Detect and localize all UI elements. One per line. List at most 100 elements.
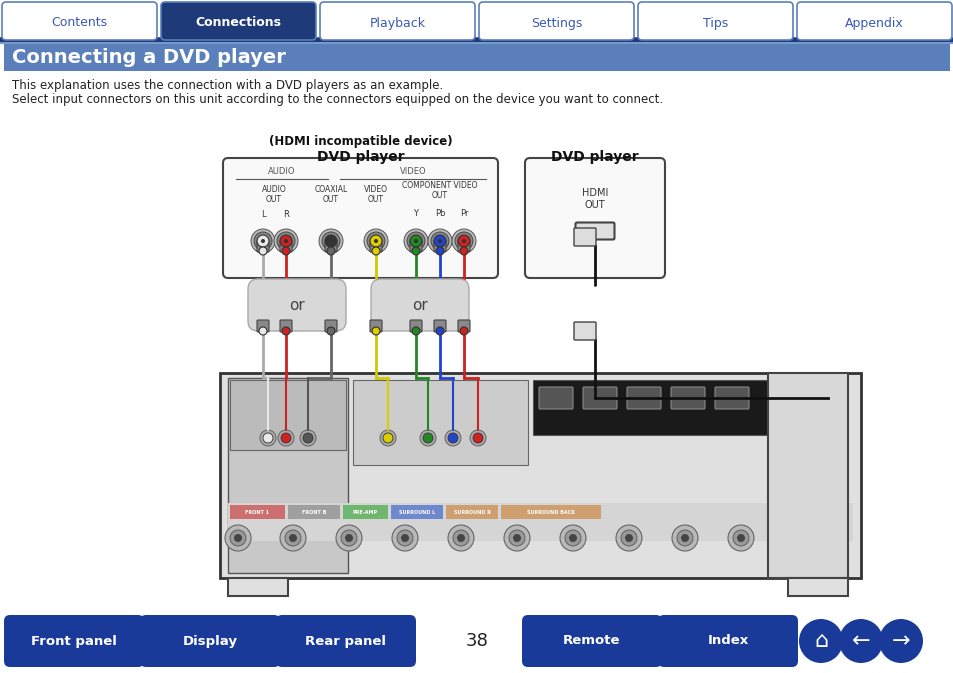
Text: Display: Display	[182, 635, 237, 647]
Text: L: L	[260, 210, 265, 219]
Circle shape	[838, 619, 882, 663]
Text: R: R	[283, 210, 289, 219]
Circle shape	[437, 239, 441, 243]
Circle shape	[513, 534, 520, 542]
FancyBboxPatch shape	[391, 505, 442, 519]
Circle shape	[564, 530, 580, 546]
FancyBboxPatch shape	[280, 320, 292, 332]
FancyBboxPatch shape	[220, 373, 861, 578]
FancyBboxPatch shape	[370, 240, 381, 252]
Circle shape	[379, 430, 395, 446]
Circle shape	[431, 232, 449, 250]
Circle shape	[322, 232, 339, 250]
Circle shape	[284, 239, 288, 243]
FancyBboxPatch shape	[538, 387, 573, 409]
FancyBboxPatch shape	[796, 2, 951, 40]
FancyBboxPatch shape	[638, 2, 792, 40]
Circle shape	[677, 530, 692, 546]
Circle shape	[367, 232, 385, 250]
Text: Pb: Pb	[435, 209, 445, 218]
Circle shape	[289, 534, 296, 542]
FancyBboxPatch shape	[371, 279, 469, 331]
Text: Rear panel: Rear panel	[305, 635, 386, 647]
Text: SURROUND BACK: SURROUND BACK	[526, 509, 575, 514]
Text: Tips: Tips	[702, 17, 727, 30]
FancyBboxPatch shape	[228, 378, 348, 573]
FancyBboxPatch shape	[280, 240, 292, 252]
Circle shape	[559, 525, 585, 551]
Text: ←: ←	[851, 631, 869, 651]
Circle shape	[403, 229, 428, 253]
Circle shape	[878, 619, 923, 663]
Circle shape	[470, 430, 485, 446]
Text: Connecting a DVD player: Connecting a DVD player	[12, 48, 286, 67]
FancyBboxPatch shape	[343, 505, 388, 519]
FancyBboxPatch shape	[714, 387, 748, 409]
FancyBboxPatch shape	[787, 578, 847, 596]
Circle shape	[230, 530, 246, 546]
Text: Connections: Connections	[195, 17, 281, 30]
Circle shape	[412, 247, 419, 255]
FancyBboxPatch shape	[410, 240, 421, 252]
Circle shape	[392, 525, 417, 551]
Text: Settings: Settings	[530, 17, 581, 30]
FancyBboxPatch shape	[319, 2, 475, 40]
Circle shape	[799, 619, 842, 663]
Circle shape	[233, 534, 242, 542]
Circle shape	[258, 247, 267, 255]
FancyBboxPatch shape	[161, 2, 315, 40]
Text: Pr: Pr	[459, 209, 468, 218]
Text: Remote: Remote	[562, 635, 620, 647]
Circle shape	[452, 229, 476, 253]
Circle shape	[260, 430, 275, 446]
Circle shape	[329, 239, 333, 243]
Circle shape	[410, 235, 421, 247]
Text: 38: 38	[465, 632, 488, 650]
Circle shape	[783, 525, 809, 551]
Circle shape	[732, 530, 748, 546]
FancyBboxPatch shape	[658, 615, 797, 667]
Circle shape	[253, 232, 272, 250]
FancyBboxPatch shape	[582, 387, 617, 409]
FancyBboxPatch shape	[524, 158, 664, 278]
Circle shape	[448, 433, 457, 443]
Circle shape	[340, 530, 356, 546]
Circle shape	[396, 530, 413, 546]
Circle shape	[737, 534, 744, 542]
Circle shape	[436, 327, 443, 335]
FancyBboxPatch shape	[500, 505, 600, 519]
Text: Select input connectors on this unit according to the connectors equipped on the: Select input connectors on this unit acc…	[12, 93, 662, 106]
Text: FRONT B: FRONT B	[301, 509, 326, 514]
Circle shape	[251, 229, 274, 253]
Circle shape	[280, 525, 306, 551]
FancyBboxPatch shape	[434, 240, 446, 252]
Circle shape	[428, 229, 452, 253]
FancyBboxPatch shape	[434, 320, 446, 332]
Text: Index: Index	[706, 635, 748, 647]
Text: →: →	[891, 631, 909, 651]
Circle shape	[372, 247, 379, 255]
FancyBboxPatch shape	[446, 505, 497, 519]
Circle shape	[282, 247, 290, 255]
Circle shape	[280, 235, 292, 247]
Circle shape	[382, 433, 393, 443]
Text: AUDIO: AUDIO	[268, 167, 295, 176]
Text: DVD player: DVD player	[551, 150, 639, 164]
Circle shape	[364, 229, 388, 253]
FancyBboxPatch shape	[325, 320, 336, 332]
Circle shape	[299, 430, 315, 446]
Circle shape	[325, 235, 336, 247]
Circle shape	[285, 530, 301, 546]
Text: Y: Y	[413, 209, 418, 218]
Circle shape	[456, 534, 464, 542]
Circle shape	[256, 235, 269, 247]
Text: This explanation uses the connection with a DVD players as an example.: This explanation uses the connection wit…	[12, 79, 443, 92]
Circle shape	[335, 525, 361, 551]
Circle shape	[276, 232, 294, 250]
Circle shape	[671, 525, 698, 551]
Circle shape	[616, 525, 641, 551]
FancyBboxPatch shape	[370, 320, 381, 332]
Text: FRONT 1: FRONT 1	[245, 509, 269, 514]
Text: COMPONENT VIDEO
OUT: COMPONENT VIDEO OUT	[402, 181, 477, 201]
FancyBboxPatch shape	[767, 373, 847, 578]
